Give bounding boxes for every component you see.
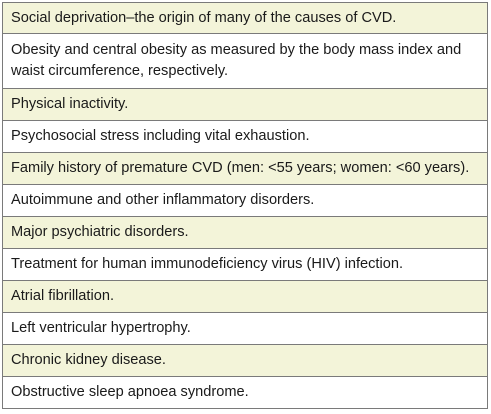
table-row-lv-hypertrophy: Left ventricular hypertrophy.: [2, 313, 488, 345]
row-text: Left ventricular hypertrophy.: [11, 320, 191, 336]
row-text: Atrial fibrillation.: [11, 288, 115, 304]
table-row-family-history: Family history of premature CVD (men: <5…: [2, 153, 488, 185]
table-row-social-deprivation: Social deprivation–the origin of many of…: [2, 2, 488, 34]
table-row-physical-inactivity: Physical inactivity.: [2, 89, 488, 121]
row-text: Obstructive sleep apnoea syndrome.: [11, 384, 249, 400]
table-row-psychosocial-stress: Psychosocial stress including vital exha…: [2, 121, 488, 153]
row-text: Physical inactivity.: [11, 96, 129, 112]
row-text: Treatment for human immunodeficiency vir…: [11, 256, 404, 272]
table-row-atrial-fibrillation: Atrial fibrillation.: [2, 281, 488, 313]
row-text: Social deprivation–the origin of many of…: [11, 9, 397, 26]
row-text: Family history of premature CVD (men: <5…: [11, 160, 470, 176]
risk-factors-table: Social deprivation–the origin of many of…: [2, 2, 488, 409]
row-text: Psychosocial stress including vital exha…: [11, 128, 310, 144]
row-text: Major psychiatric disorders.: [11, 224, 189, 240]
table-row-psychiatric: Major psychiatric disorders.: [2, 217, 488, 249]
table-row-hiv-treatment: Treatment for human immunodeficiency vir…: [2, 249, 488, 281]
table-row-sleep-apnoea: Obstructive sleep apnoea syndrome.: [2, 377, 488, 409]
table-row-autoimmune: Autoimmune and other inflammatory disord…: [2, 185, 488, 217]
table-row-kidney-disease: Chronic kidney disease.: [2, 345, 488, 377]
table-row-obesity: Obesity and central obesity as measured …: [2, 34, 488, 89]
row-text: Chronic kidney disease.: [11, 352, 166, 368]
row-text: Autoimmune and other inflammatory disord…: [11, 192, 315, 208]
row-text: Obesity and central obesity as measured …: [11, 42, 462, 79]
